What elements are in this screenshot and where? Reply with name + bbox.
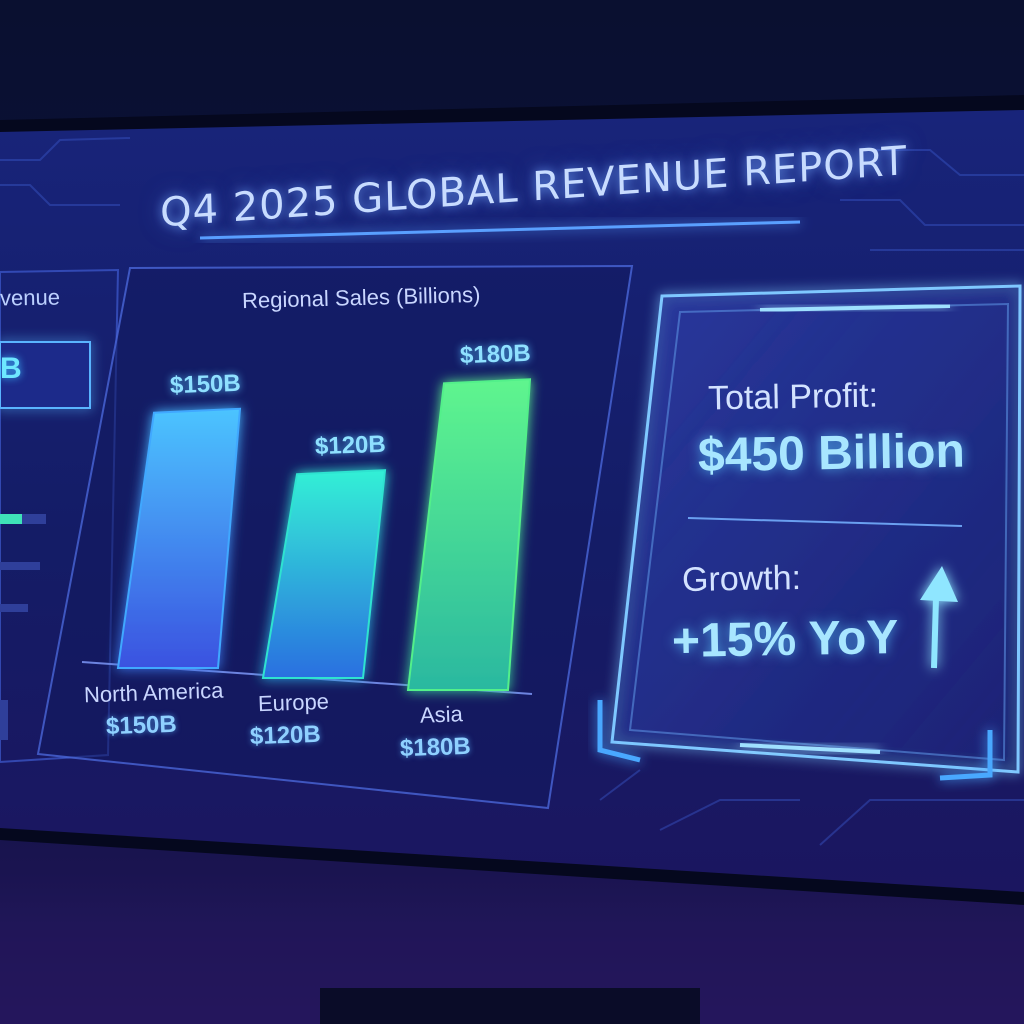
left-panel-badge: B <box>0 352 22 385</box>
category-value-label: $150B <box>105 710 178 741</box>
bar-north-america <box>116 407 242 669</box>
bar-value-label: $180B <box>459 340 532 370</box>
category-label: Europe <box>257 688 330 717</box>
category-value-label: $180B <box>399 732 472 763</box>
profit-value: $450 Billion <box>697 424 966 483</box>
bar-europe <box>261 469 387 679</box>
profit-label: Total Profit: <box>707 376 879 418</box>
bar-value-label: $120B <box>314 430 387 461</box>
growth-label: Growth: <box>681 558 802 600</box>
arrow-up-icon <box>920 566 958 669</box>
left-panel-label: venue <box>0 284 61 311</box>
category-value-label: $120B <box>249 720 322 751</box>
kpi-card <box>597 284 1024 781</box>
growth-value: +15% YoY <box>671 611 899 668</box>
bar-value-label: $150B <box>169 369 242 399</box>
category-label: North America <box>83 677 224 708</box>
bar-asia <box>406 378 532 691</box>
category-label: Asia <box>419 701 464 728</box>
bar-chart <box>81 378 533 695</box>
